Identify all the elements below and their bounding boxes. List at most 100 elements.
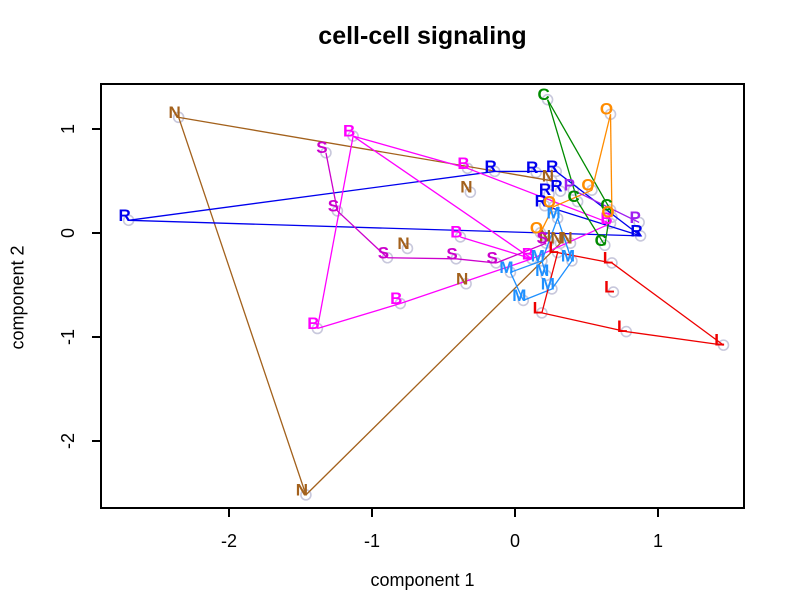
x-tick-label: 1 [653,531,663,551]
point-symbol [604,217,617,230]
point-symbol [551,212,564,225]
point-letter-R: R [546,157,558,176]
group-C-segment [577,201,606,246]
point-letter-N: N [539,227,551,246]
point-symbol [320,146,332,159]
point-letter-B: B [600,209,612,228]
point-letter-R: R [539,180,551,199]
point-letter-S: S [486,248,497,267]
y-tick-label: -2 [58,433,78,449]
point-letter-B: B [390,289,402,308]
group-N-segment [178,116,552,182]
group-N-segment [178,117,307,496]
group-B-segment [460,236,533,260]
point-letter-C: C [567,187,579,206]
point-letter-R: R [526,158,538,177]
point-letter-O: O [600,100,613,119]
point-symbol [311,322,324,335]
group-L-segment [611,262,724,346]
group-R-segment [128,219,641,237]
group-B-segment [400,258,533,305]
point-symbol [543,235,555,247]
point-letter-M: M [499,258,513,277]
group-M-segment [551,260,573,290]
point-symbol [460,277,472,290]
group-B-segment [317,302,401,330]
point-symbol [620,325,633,338]
point-symbol [461,162,474,175]
point-symbol [454,231,467,243]
point-letter-M: M [535,261,549,280]
point-letter-M: M [561,246,575,265]
group-P-segment [573,189,640,223]
point-letter-N: N [296,480,308,499]
point-letter-R: R [118,206,130,225]
y-axis-label: component 2 [7,245,28,350]
point-letter-O: O [581,176,594,195]
x-tick-label: -2 [221,531,237,551]
point-letter-B: B [522,244,534,263]
point-letter-M: M [547,204,561,223]
point-letter-C: C [600,195,612,214]
point-letter-N: N [397,234,409,253]
group-N-segment [305,242,561,496]
group-M-segment [556,218,573,262]
point-symbol [394,297,407,310]
point-letter-N: N [456,269,468,288]
group-B-segment [316,135,354,329]
point-symbol [554,185,567,197]
group-R-segment [544,205,641,237]
point-letter-S: S [378,243,389,262]
point-symbol [633,216,645,229]
plot-border [100,83,745,509]
y-tick-label: 1 [58,124,78,134]
point-letter-L: L [604,278,614,297]
point-letter-L: L [533,298,543,317]
group-L-segment [557,251,613,264]
point-symbol [546,283,558,295]
group-O-segment [609,114,613,218]
point-letter-O: O [601,203,614,222]
group-L-segment [626,330,724,346]
group-O-segment [553,189,593,208]
point-symbol [300,489,312,501]
group-M-segment [541,218,559,262]
group-M-segment [541,260,547,276]
point-letter-M: M [531,246,545,265]
point-letter-L: L [617,317,627,336]
point-letter-L: L [714,331,724,350]
group-M-segment [510,260,543,273]
point-letter-R: R [535,191,547,210]
point-symbol [606,257,618,269]
point-symbol [536,255,548,267]
group-S-segment [387,257,457,260]
point-letter-N: N [560,229,572,248]
point-letter-O: O [530,218,543,237]
point-letter-C: C [595,231,607,250]
point-letter-P: P [629,208,640,227]
group-B-segment [352,135,468,169]
x-tick-label: -1 [364,531,380,551]
point-symbol [717,339,730,351]
group-S-segment [495,242,547,264]
point-letter-L: L [548,238,558,257]
group-M-segment [509,272,524,301]
point-symbol [331,205,344,217]
point-symbol [538,199,551,212]
group-O-segment [591,114,612,191]
point-letter-N: N [542,166,554,185]
point-letter-B: B [307,314,319,333]
point-symbol [536,307,548,319]
group-O-segment [539,206,554,234]
point-letter-N: N [550,229,562,248]
point-letter-O: O [543,192,556,211]
group-S-segment [325,152,339,212]
point-letter-M: M [541,274,555,293]
point-symbol [347,130,359,142]
x-axis-label: component 1 [370,570,475,590]
group-B-segment [352,135,533,260]
group-L-segment [541,252,559,314]
point-letter-B: B [450,222,462,241]
